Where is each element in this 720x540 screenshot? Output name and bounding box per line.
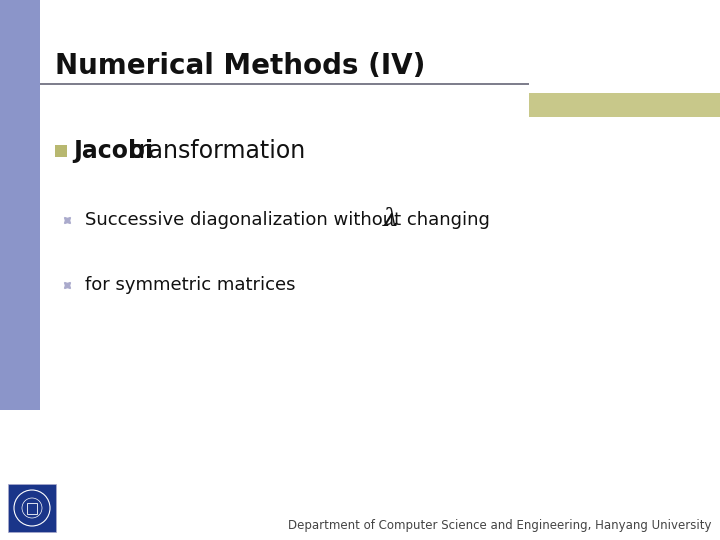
Text: λ: λ: [382, 208, 398, 232]
Bar: [27, 503, 37, 514]
Text: for symmetric matrices: for symmetric matrices: [85, 276, 295, 294]
Text: Successive diagonalization without changing: Successive diagonalization without chang…: [85, 211, 495, 229]
Text: Department of Computer Science and Engineering, Hanyang University: Department of Computer Science and Engin…: [289, 519, 712, 532]
Bar: [529, 93, 720, 117]
Bar: [0, 0, 40, 410]
Bar: [8, 484, 56, 532]
Bar: [55, 145, 67, 157]
Text: .: .: [392, 211, 398, 229]
Text: Jacobi: Jacobi: [73, 139, 153, 163]
Text: Numerical Methods (IV): Numerical Methods (IV): [55, 52, 426, 80]
Text: transformation: transformation: [122, 139, 305, 163]
